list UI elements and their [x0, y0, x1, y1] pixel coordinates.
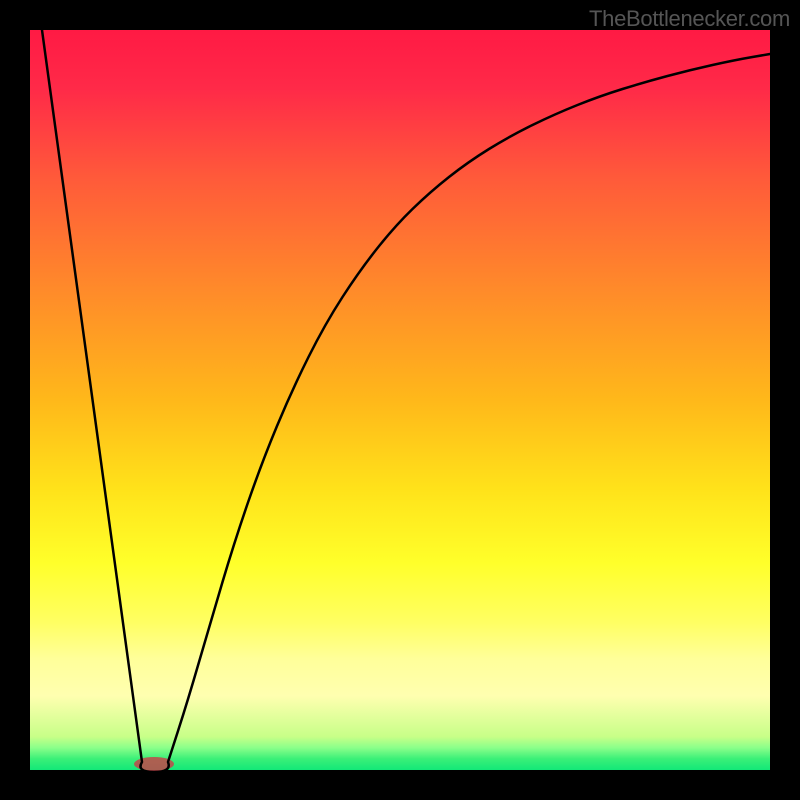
bottleneck-chart — [0, 0, 800, 800]
watermark-text: TheBottlenecker.com — [589, 6, 790, 32]
gradient-plot-bg — [30, 30, 770, 770]
